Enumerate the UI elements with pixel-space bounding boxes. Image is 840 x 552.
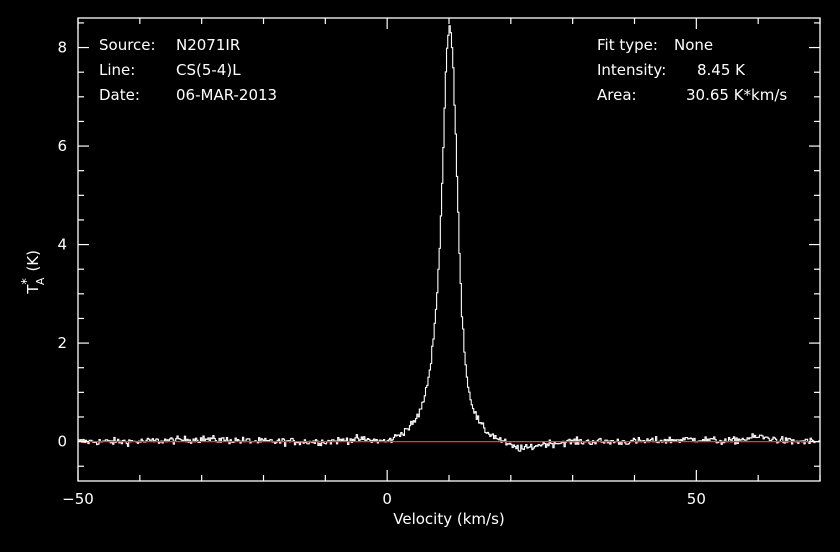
y-axis-superscript: * [20,278,35,285]
fit-type-label: Fit type: [597,36,658,54]
y-tick-label: 8 [57,39,67,57]
date-label: Date: [99,86,140,104]
x-axis-label: Velocity (km/s) [393,510,504,528]
date-value: 06-MAR-2013 [176,86,277,104]
y-axis-unit: (K) [24,250,42,272]
intensity-label: Intensity: [597,61,666,79]
y-axis-subscript: A [34,277,47,285]
source-value: N2071IR [176,36,240,54]
y-tick-label: 2 [57,334,67,352]
source-label: Source: [99,36,156,54]
line-label: Line: [99,61,135,79]
area-label: Area: [597,86,637,104]
y-axis-label: T*A (K) [20,250,47,295]
y-tick-label: 4 [57,236,67,254]
y-axis-symbol: T [24,284,42,295]
y-tick-label: 0 [57,433,67,451]
x-tick-label: −50 [62,490,94,508]
line-value: CS(5-4)L [176,61,241,79]
y-tick-label: 6 [57,137,67,155]
intensity-value: 8.45 K [697,61,746,79]
area-value: 30.65 K*km/s [686,86,787,104]
y-axis-label-main: T*A (K) [20,250,47,295]
fit-type-value: None [674,36,713,54]
plot-layer [78,25,821,452]
ticks-layer: −50 0 50 0 2 4 6 8 [57,18,821,508]
x-tick-label: 50 [687,490,706,508]
x-tick-label: 0 [382,490,392,508]
